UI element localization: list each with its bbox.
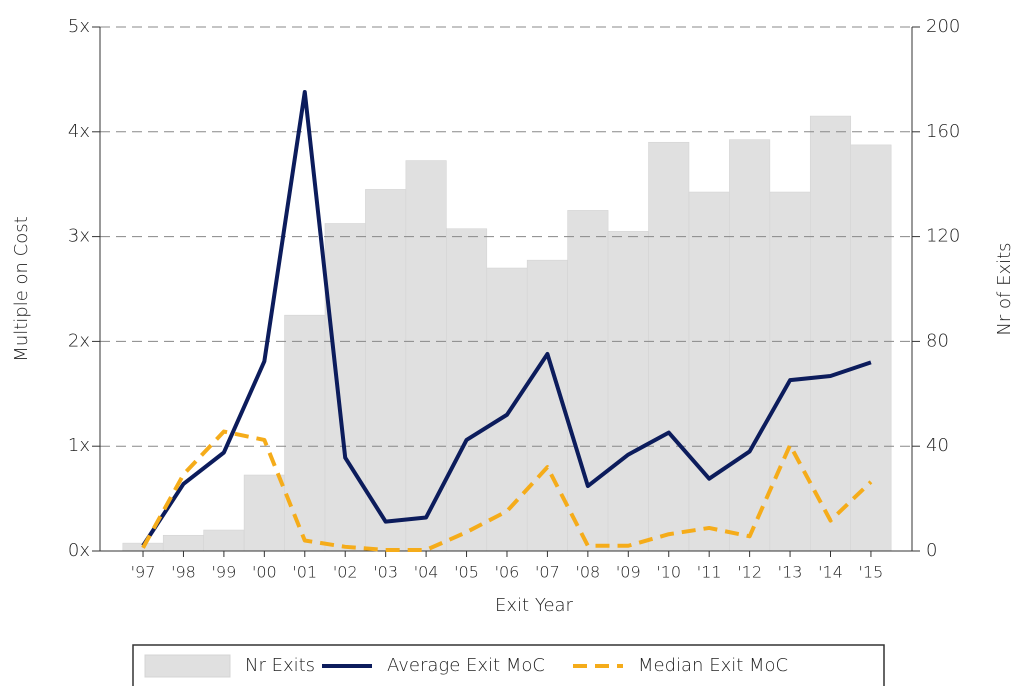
y-tick-label: 0x xyxy=(68,540,90,561)
bar xyxy=(567,210,609,552)
bar xyxy=(648,141,690,552)
x-tick-label: '98 xyxy=(171,563,196,582)
x-tick-label: '03 xyxy=(373,563,398,582)
y2-axis-label: Nr of Exits xyxy=(994,242,1015,335)
y2-tick-label: 160 xyxy=(926,121,960,142)
legend-label: Nr Exits xyxy=(245,655,315,676)
bar xyxy=(809,115,852,552)
x-tick-label: '13 xyxy=(778,563,803,582)
x-tick-label: '00 xyxy=(252,563,277,582)
bar xyxy=(486,267,528,552)
bar xyxy=(607,231,649,552)
y2-tick-label: 40 xyxy=(926,435,949,456)
x-tick-label: '02 xyxy=(333,563,358,582)
x-tick-label: '08 xyxy=(575,563,600,582)
y-tick-label: 1x xyxy=(68,435,90,456)
bar xyxy=(769,191,811,552)
bar xyxy=(324,223,366,552)
bar xyxy=(162,534,204,552)
bar xyxy=(365,189,407,552)
x-tick-label: '99 xyxy=(212,563,237,582)
bar xyxy=(688,191,730,552)
legend-swatch xyxy=(144,654,231,678)
x-tick-label: '05 xyxy=(454,563,479,582)
x-axis-label: Exit Year xyxy=(495,595,574,616)
y-tick-label: 4x xyxy=(68,121,90,142)
x-tick-label: '07 xyxy=(535,563,560,582)
bar xyxy=(850,144,892,552)
y-tick-label: 3x xyxy=(68,226,90,247)
x-tick-label: '11 xyxy=(697,563,722,582)
bar xyxy=(446,228,488,552)
y2-tick-label: 120 xyxy=(926,226,960,247)
y2-tick-label: 200 xyxy=(926,16,960,37)
x-tick-label: '97 xyxy=(131,563,156,582)
x-tick-label: '12 xyxy=(737,563,762,582)
bar xyxy=(243,474,285,552)
x-tick-label: '01 xyxy=(292,563,317,582)
legend-box xyxy=(132,644,885,686)
x-tick-label: '14 xyxy=(818,563,843,582)
line-series xyxy=(141,89,872,547)
x-tick-label: '09 xyxy=(616,563,641,582)
line-series xyxy=(141,429,873,552)
x-tick-label: '15 xyxy=(859,563,884,582)
y2-tick-label: 80 xyxy=(926,330,949,351)
legend-label: Average Exit MoC xyxy=(387,655,545,676)
y2-tick-label: 0 xyxy=(926,540,937,561)
bar xyxy=(284,314,326,552)
x-tick-label: '04 xyxy=(414,563,439,582)
x-tick-label: '10 xyxy=(656,563,681,582)
bar xyxy=(526,259,568,552)
y-tick-label: 5x xyxy=(68,16,90,37)
bar xyxy=(729,139,771,552)
y-axis-label: Multiple on Cost xyxy=(11,216,32,361)
bar xyxy=(203,529,245,552)
y-tick-label: 2x xyxy=(68,330,90,351)
x-tick-label: '06 xyxy=(495,563,520,582)
legend-label: Median Exit MoC xyxy=(638,655,788,676)
